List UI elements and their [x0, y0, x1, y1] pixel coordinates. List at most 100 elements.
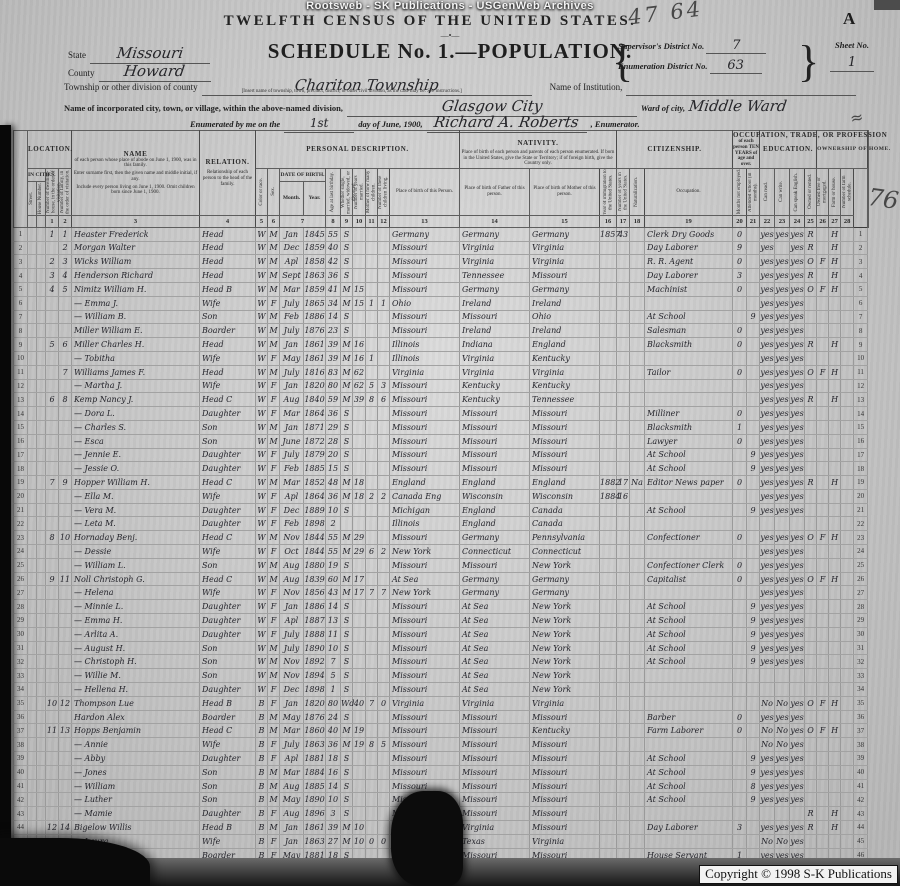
record-cell [804, 792, 818, 808]
record-cell: Head C [199, 475, 256, 490]
record-cell: Boarder [199, 709, 256, 725]
record-cell: 62 [352, 378, 366, 394]
record-cell: Missouri [529, 406, 601, 421]
record-cell: 9 [746, 613, 761, 628]
line-number-cell: 20 [13, 488, 28, 504]
table-row: 17— Jennie E. Daughter W F July 1879 20 S Missou… [13, 447, 869, 463]
record-cell [36, 723, 46, 739]
record-cell [616, 778, 631, 794]
record-cell: Virginia [459, 240, 531, 256]
record-cell [828, 682, 842, 697]
record-cell: B [255, 737, 268, 753]
record-cell: yes [774, 350, 791, 366]
table-row: 3 2 3 Wicks William Head W M Apl 1858 42 S Missouri… [13, 254, 869, 270]
line-number-cell: 33 [853, 668, 869, 684]
record-cell: M [267, 530, 280, 546]
record-cell: yes [774, 433, 791, 449]
record-cell: 1861 [303, 820, 326, 835]
record-cell: yes [789, 447, 806, 463]
record-cell [36, 764, 46, 780]
table-row: 38— Annie Wife B F July 1863 36 M 19 8 5 Missouri Mi… [13, 737, 869, 753]
record-cell: 1896 [303, 806, 326, 822]
record-cell: Wife [199, 378, 256, 394]
line-number-cell: 39 [13, 751, 28, 766]
line-number-cell: 25 [13, 557, 28, 573]
record-cell [840, 571, 855, 587]
record-cell [746, 516, 761, 532]
record-cell: yes [759, 378, 776, 394]
record-cell: 9 [746, 626, 761, 642]
record-cell: yes [789, 461, 806, 477]
record-cell [27, 268, 37, 283]
record-cell: Tennessee [529, 392, 601, 408]
record-cell: 0 [732, 254, 748, 270]
record-cell: 39 [325, 350, 341, 366]
record-cell [377, 806, 390, 822]
record-cell [816, 557, 830, 573]
record-cell [616, 626, 631, 642]
record-cell [58, 406, 72, 421]
record-cell [352, 254, 366, 270]
record-cell [27, 737, 37, 753]
record-cell [816, 544, 830, 559]
institution-label: Name of Institution, [549, 82, 623, 92]
record-cell: yes [789, 820, 806, 835]
table-row: 21— Vera M. Daughter W F Dec 1889 10 S Michigan E… [13, 502, 869, 518]
record-cell [746, 585, 761, 601]
record-cell [816, 475, 830, 490]
table-row: 40— Jones Son B M Mar 1884 16 S Missouri Missouri… [13, 764, 869, 780]
record-cell: M [340, 723, 353, 739]
record-cell: Head C [199, 571, 256, 587]
record-cell [616, 337, 631, 352]
record-cell [36, 571, 46, 587]
line-number-cell: 13 [853, 392, 869, 408]
record-cell [644, 806, 734, 822]
record-cell: M [267, 254, 280, 270]
record-cell: Farm Laborer [644, 723, 734, 739]
record-cell: 3 [58, 254, 72, 270]
record-cell [45, 654, 59, 670]
record-cell: yes [774, 654, 791, 670]
record-cell: Miller William E. [71, 323, 200, 339]
record-cell [732, 751, 748, 766]
record-cell: 1 [365, 350, 378, 366]
record-cell [45, 419, 59, 435]
line-number-cell: 35 [13, 695, 28, 711]
record-cell [746, 406, 761, 421]
record-cell: 9 [746, 640, 761, 656]
record-cell: S [340, 709, 353, 725]
record-cell [616, 240, 631, 256]
record-cell [45, 544, 59, 559]
record-cell [352, 709, 366, 725]
record-cell: 13 [58, 723, 72, 739]
record-cell: 1894 [303, 668, 326, 684]
record-cell: M [267, 640, 280, 656]
record-cell: Missouri [388, 668, 461, 684]
record-cell: 43 [325, 585, 341, 601]
record-cell [816, 488, 830, 504]
record-cell: yes [759, 764, 776, 780]
record-cell: — Dora L. [71, 406, 200, 421]
record-cell [616, 309, 631, 325]
record-cell: 59 [325, 392, 341, 408]
record-cell [599, 778, 618, 794]
record-cell: yes [759, 778, 776, 794]
record-cell: Missouri [529, 709, 601, 725]
record-cell: 0 [732, 364, 748, 380]
record-cell [45, 613, 59, 628]
record-cell: W [255, 392, 268, 408]
record-cell: Head B [199, 281, 256, 297]
record-cell: 24 [325, 709, 341, 725]
record-cell: — Emma H. [71, 613, 200, 628]
record-cell: July [279, 295, 304, 311]
record-cell [599, 695, 618, 711]
record-cell [616, 254, 631, 270]
sheet-value: 1 [847, 55, 857, 70]
col-english: Can speak English. [789, 167, 806, 216]
record-cell [58, 599, 72, 615]
record-cell: Feb [279, 516, 304, 532]
record-cell: 11 [325, 626, 341, 642]
record-cell [377, 281, 390, 297]
record-cell: Missouri [529, 792, 601, 808]
record-cell: R. R. Agent [644, 254, 734, 270]
